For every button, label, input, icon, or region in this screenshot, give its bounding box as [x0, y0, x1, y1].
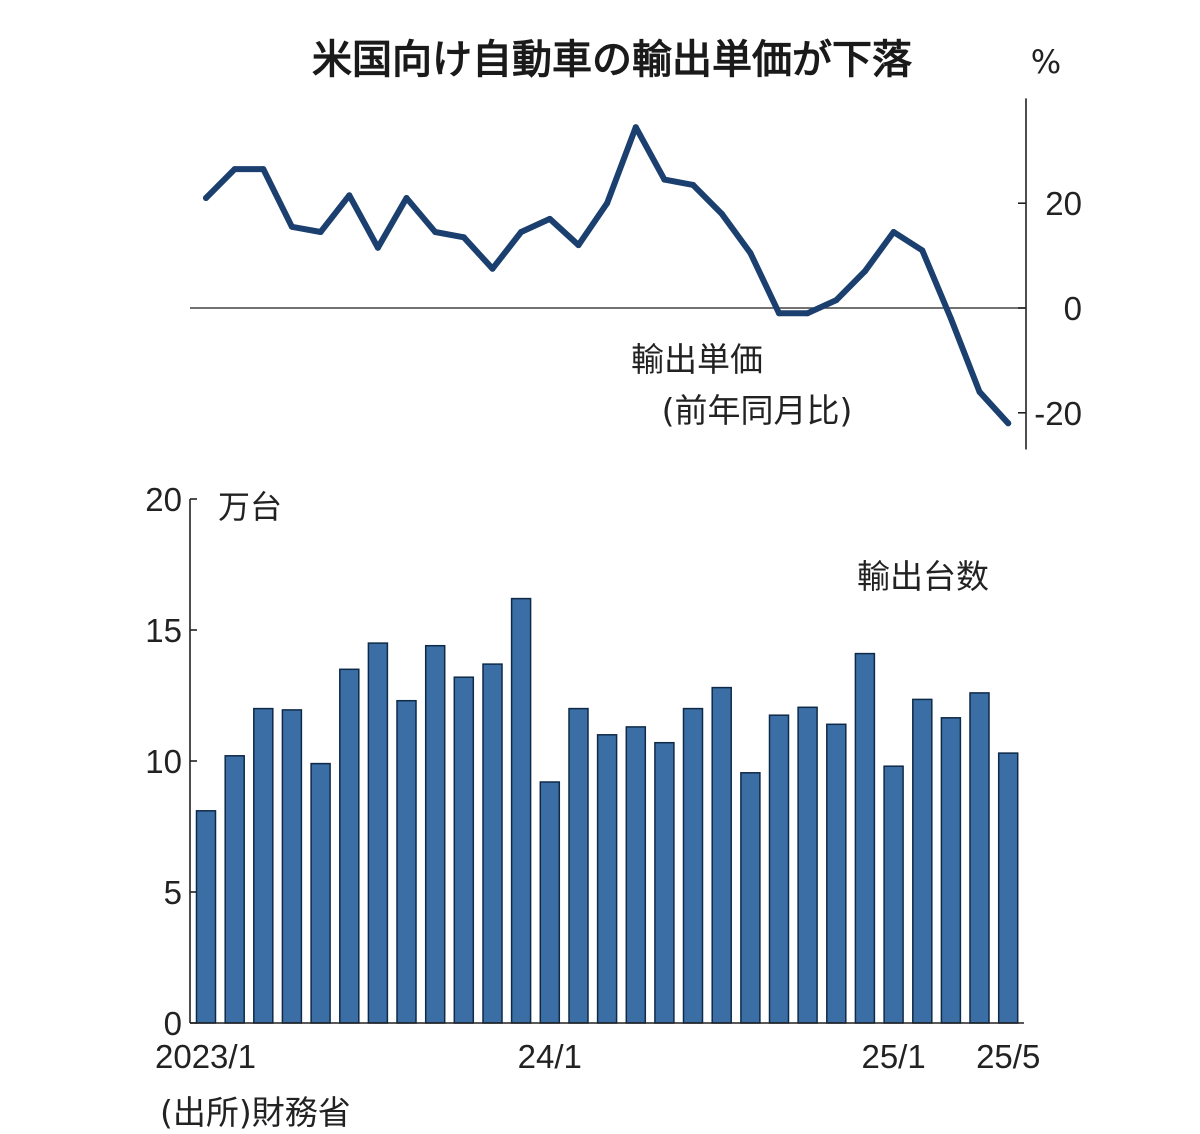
line-point: [432, 229, 439, 236]
bar: [625, 726, 647, 1024]
bar-unit: 万台: [218, 488, 282, 526]
line-point: [1005, 420, 1012, 427]
bar-x-tick-label: 25/5: [976, 1038, 1040, 1075]
bar: [997, 752, 1019, 1024]
line-point: [776, 310, 782, 317]
line-y-tick-label: 20: [1045, 185, 1082, 222]
line-point: [403, 194, 410, 201]
line-point: [489, 265, 496, 272]
line-point: [346, 192, 353, 199]
bar: [253, 707, 274, 1024]
line-point: [890, 229, 897, 236]
bar-x-ticks: 2023/1 24/1 25/1 25/5: [155, 1038, 1040, 1075]
line-point: [460, 234, 467, 241]
line-y-tick-label: -20: [1034, 395, 1082, 432]
line-y-ticks: 20 0 -20: [1018, 185, 1082, 432]
line-point: [718, 210, 725, 217]
bar-y-tick-label: 0: [164, 1005, 182, 1042]
line-point: [231, 166, 238, 173]
bar-y-tick-label: 10: [145, 743, 182, 780]
bar: [940, 717, 962, 1024]
price-line: [203, 124, 1012, 427]
bar-y-tick-label: 5: [164, 874, 182, 911]
bar: [510, 597, 532, 1024]
line-point: [632, 124, 639, 131]
bar-y-ticks: 20 15 10 5 0: [145, 481, 197, 1042]
bar: [740, 772, 761, 1024]
bar: [596, 734, 618, 1024]
line-points: [203, 124, 1012, 427]
bar: [568, 707, 589, 1024]
bars: [195, 597, 1019, 1024]
bar-chart: 万台 輸出台数 20 15 10 5 0 2023/1 24/1 25/1 25/5: [145, 481, 1040, 1075]
bar-y-tick-label: 15: [145, 612, 182, 649]
bar: [310, 762, 331, 1024]
line-point: [804, 310, 811, 317]
line-point: [919, 247, 926, 254]
line-chart: % 20 0 -20 輸出単価 (前年同月比): [190, 43, 1082, 450]
bar: [224, 755, 245, 1024]
line-point: [374, 244, 381, 251]
bar: [195, 810, 217, 1024]
line-point: [288, 223, 295, 230]
line-unit: %: [1031, 43, 1061, 81]
line-point: [203, 194, 209, 201]
bar: [883, 765, 904, 1024]
bar-x-tick-label: 25/1: [861, 1038, 925, 1075]
bar: [854, 652, 876, 1024]
bar: [912, 698, 933, 1024]
bar: [768, 714, 790, 1024]
bar: [281, 709, 303, 1024]
bar: [969, 692, 990, 1024]
bar: [424, 644, 446, 1024]
bar: [682, 707, 704, 1024]
bar: [539, 781, 561, 1024]
line-point: [260, 166, 267, 173]
bar: [453, 676, 475, 1024]
source-note: (出所)財務省: [160, 1093, 351, 1132]
line-series-sublabel: (前年同月比): [662, 391, 853, 430]
bar: [826, 723, 847, 1024]
line-point: [661, 176, 668, 183]
line-point: [317, 229, 324, 236]
bar: [797, 706, 818, 1024]
bar-x-tick-label: 2023/1: [155, 1038, 256, 1075]
bar: [482, 663, 503, 1024]
bar-series-label: 輸出台数: [857, 557, 989, 596]
bar: [396, 699, 417, 1024]
bar-x-tick-label: 24/1: [518, 1038, 582, 1075]
line-point: [947, 315, 954, 322]
bar: [339, 668, 360, 1024]
bar: [711, 686, 732, 1024]
line-y-tick-label: 0: [1064, 290, 1082, 327]
line-point: [861, 268, 868, 275]
bar: [654, 741, 675, 1024]
bar-y-tick-label: 20: [145, 481, 182, 518]
line-point: [575, 242, 582, 249]
line-series-label: 輸出単価: [631, 340, 763, 379]
chart-title: 米国向け自動車の輸出単価が下落: [312, 37, 913, 83]
line-point: [690, 181, 697, 188]
line-point: [747, 249, 754, 256]
line-point: [518, 229, 525, 236]
line-point: [546, 215, 553, 222]
line-point: [976, 388, 983, 395]
line-point: [604, 200, 611, 207]
line-point: [833, 297, 840, 304]
bar: [367, 642, 389, 1024]
